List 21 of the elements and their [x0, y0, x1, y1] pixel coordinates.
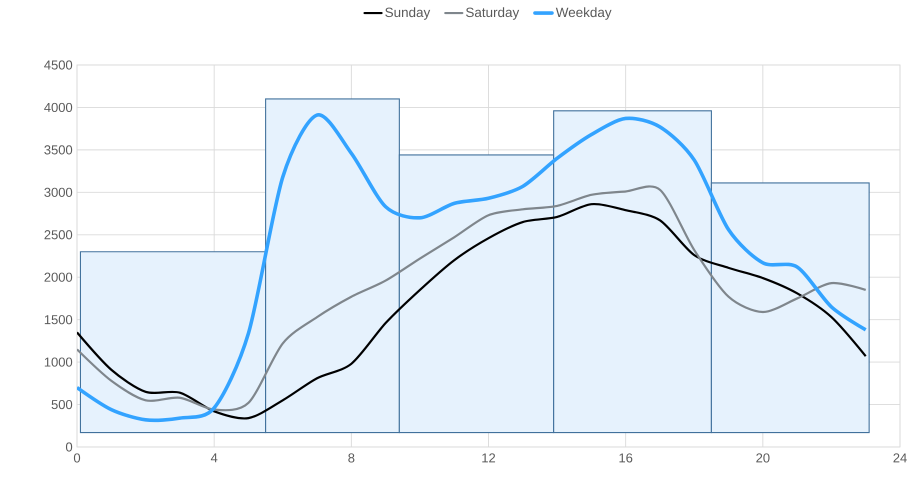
x-tick-label: 12	[482, 453, 496, 462]
x-tick-label: 4	[210, 453, 218, 462]
x-tick-label: 24	[893, 453, 907, 462]
legend-label: Weekday	[556, 7, 612, 20]
x-tick-label: 20	[756, 453, 770, 463]
y-tick-label: 1500	[44, 315, 72, 324]
x-tick-label: 8	[348, 453, 354, 463]
y-tick-label: 3000	[44, 188, 72, 197]
y-tick-label: 4500	[44, 60, 72, 70]
legend-label: Sunday	[385, 7, 430, 20]
line-series	[77, 113, 868, 422]
y-tick-label: 0	[66, 442, 72, 452]
y-tick-label: 3500	[44, 145, 72, 154]
y-tick-label: 500	[52, 400, 72, 410]
x-tick-label: 0	[74, 453, 80, 463]
y-tick-label: 2500	[44, 230, 72, 240]
x-tick-label: 16	[619, 453, 632, 463]
y-tick-label: 1000	[44, 358, 72, 367]
legend-label: Saturday	[466, 7, 520, 20]
y-tick-label: 2000	[44, 272, 72, 282]
y-tick-label: 4000	[44, 102, 72, 112]
